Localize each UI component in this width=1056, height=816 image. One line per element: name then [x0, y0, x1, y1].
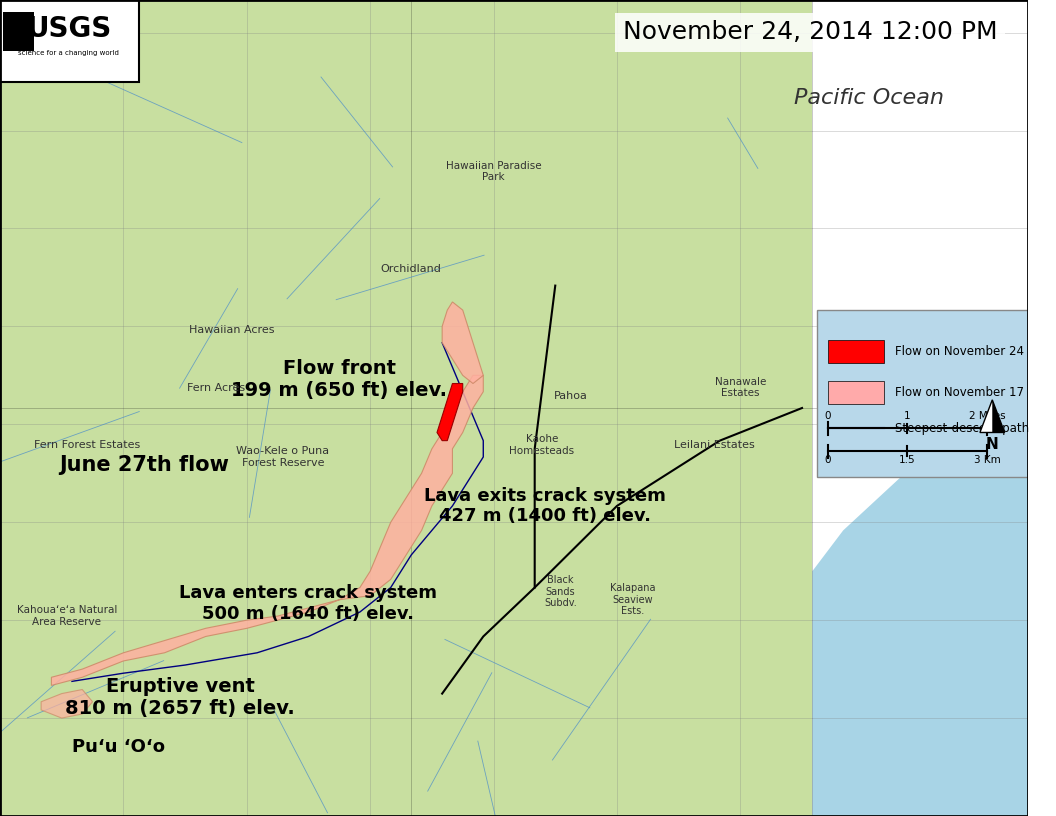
- FancyBboxPatch shape: [817, 310, 1029, 477]
- Polygon shape: [52, 375, 484, 685]
- Text: Wao-Kele o Puna
Forest Reserve: Wao-Kele o Puna Forest Reserve: [237, 446, 329, 468]
- Text: Black
Sands
Subdv.: Black Sands Subdv.: [544, 575, 577, 608]
- Text: Hawaiian Acres: Hawaiian Acres: [189, 326, 275, 335]
- Text: Orchidland: Orchidland: [381, 264, 441, 274]
- Text: November 24, 2014 12:00 PM: November 24, 2014 12:00 PM: [623, 20, 998, 44]
- Text: Lava enters crack system
500 m (1640 ft) elev.: Lava enters crack system 500 m (1640 ft)…: [180, 584, 437, 623]
- Polygon shape: [638, 0, 1029, 816]
- Text: 3 Km: 3 Km: [974, 455, 1000, 465]
- Text: 0: 0: [825, 410, 831, 420]
- Text: Steepest-descent path: Steepest-descent path: [894, 422, 1029, 435]
- FancyBboxPatch shape: [3, 12, 34, 51]
- Polygon shape: [442, 302, 484, 384]
- Text: Kalapana
Seaview
Ests.: Kalapana Seaview Ests.: [609, 583, 655, 616]
- Text: Hawaiian Paradise
Park: Hawaiian Paradise Park: [446, 161, 542, 182]
- Text: Lava exits crack system
427 m (1400 ft) elev.: Lava exits crack system 427 m (1400 ft) …: [425, 486, 666, 526]
- Text: Fern Forest Estates: Fern Forest Estates: [34, 440, 140, 450]
- Text: Nanawale
Estates: Nanawale Estates: [715, 377, 766, 398]
- Text: Pacific Ocean: Pacific Ocean: [794, 88, 944, 108]
- Text: 1.5: 1.5: [899, 455, 916, 465]
- Text: 2 Miles: 2 Miles: [968, 410, 1005, 420]
- Text: N: N: [986, 437, 999, 451]
- FancyBboxPatch shape: [828, 381, 884, 404]
- Text: Eruptive vent
810 m (2657 ft) elev.: Eruptive vent 810 m (2657 ft) elev.: [65, 677, 295, 718]
- Text: Leilani Estates: Leilani Estates: [675, 440, 755, 450]
- Text: science for a changing world: science for a changing world: [18, 50, 119, 56]
- Polygon shape: [980, 400, 1004, 432]
- FancyBboxPatch shape: [0, 0, 812, 816]
- Text: 0: 0: [825, 455, 831, 465]
- Text: Flow on November 24: Flow on November 24: [894, 345, 1023, 358]
- FancyBboxPatch shape: [0, 0, 138, 82]
- Text: Kahouaʻeʻa Natural
Area Reserve: Kahouaʻeʻa Natural Area Reserve: [17, 605, 117, 627]
- Text: Fern Acres: Fern Acres: [187, 383, 245, 392]
- Text: Pahoa: Pahoa: [553, 391, 587, 401]
- Text: Flow front
199 m (650 ft) elev.: Flow front 199 m (650 ft) elev.: [231, 359, 448, 400]
- Polygon shape: [993, 400, 1004, 432]
- Text: USGS: USGS: [26, 15, 112, 42]
- Polygon shape: [41, 690, 93, 718]
- Text: Flow on November 17: Flow on November 17: [894, 386, 1023, 399]
- Polygon shape: [437, 384, 463, 441]
- FancyBboxPatch shape: [828, 340, 884, 363]
- Text: June 27th flow: June 27th flow: [59, 455, 229, 475]
- Text: Kaohe
Homesteads: Kaohe Homesteads: [509, 434, 574, 455]
- Text: Puʻu ʻOʻo: Puʻu ʻOʻo: [72, 738, 165, 756]
- Text: 1: 1: [904, 410, 910, 420]
